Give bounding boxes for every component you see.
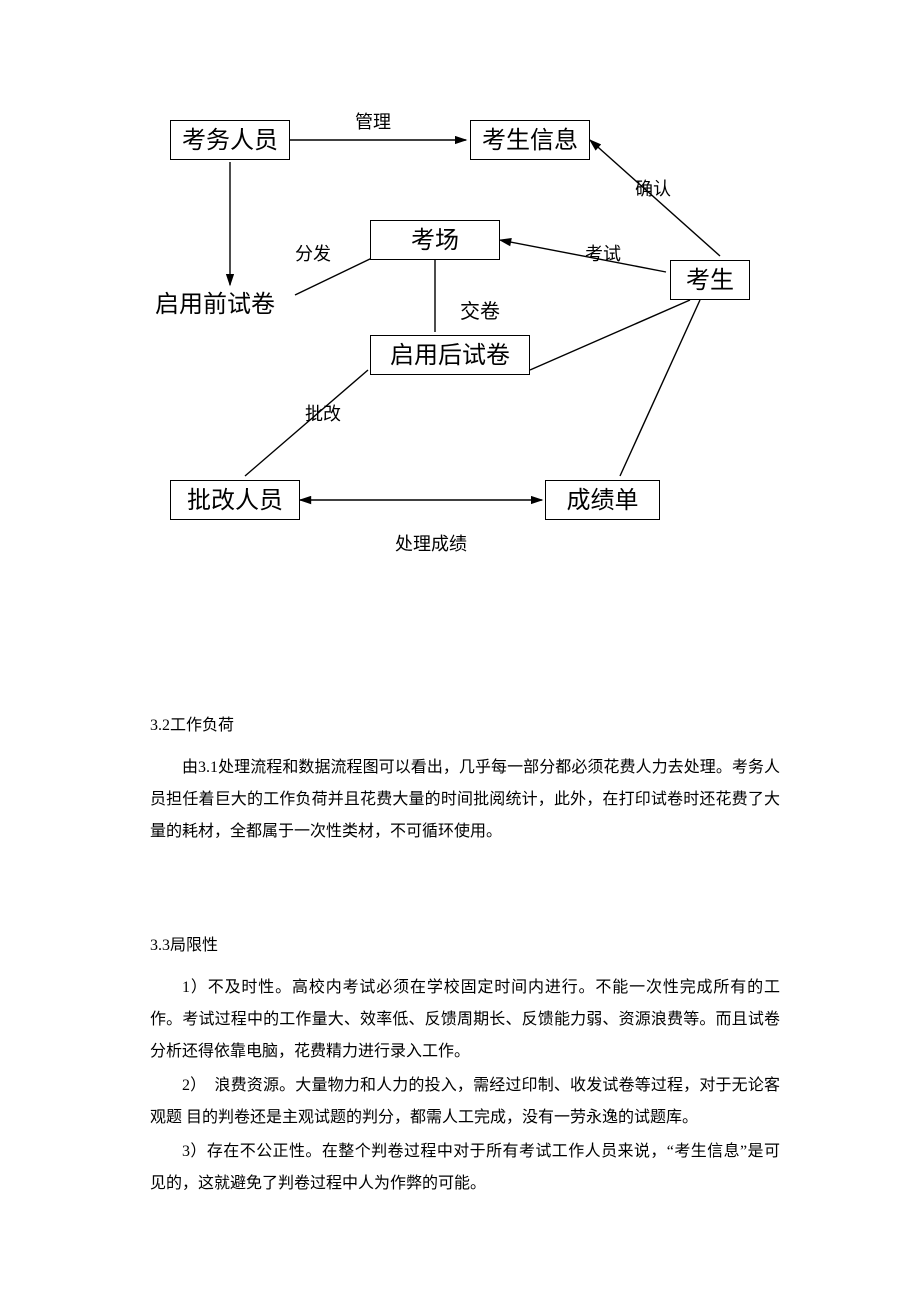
para-3-3-2: 2） 浪费资源。大量物力和人力的投入，需经过印制、收发试卷等过程，对于无论客观题… (150, 1070, 780, 1134)
node-candidate: 考生 (670, 260, 750, 300)
heading-3-3: 3.3局限性 (150, 930, 780, 962)
diagram-lines (0, 0, 920, 550)
node-room: 考场 (370, 220, 500, 260)
edge-label-3: 考试 (585, 240, 621, 266)
para-3-3-3: 3）存在不公正性。在整个判卷过程中对于所有考试工作人员来说，“考生信息”是可见的… (150, 1136, 780, 1200)
edge-label-2: 分发 (295, 240, 331, 266)
edge-label-0: 管理 (355, 108, 391, 134)
page: 考务人员 考生信息考场考生启用前试卷启用后试卷批改人员 成绩单 管理确认分发 考试交卷… (0, 0, 920, 1262)
body-text: 3.2工作负荷 由3.1处理流程和数据流程图可以看出，几乎每一部分都必须花费人力… (0, 550, 920, 1262)
para-3-3-1: 1）不及时性。高校内考试必须在学校固定时间内进行。不能一次性完成所有的工作。考试… (150, 972, 780, 1068)
heading-3-2: 3.2工作负荷 (150, 710, 780, 742)
para-3-2: 由3.1处理流程和数据流程图可以看出，几乎每一部分都必须花费人力去处理。考务人员… (150, 752, 780, 848)
edge-label-4: 交卷 (460, 295, 500, 324)
node-grader: 批改人员 (170, 480, 300, 520)
flowchart-diagram: 考务人员 考生信息考场考生启用前试卷启用后试卷批改人员 成绩单 管理确认分发 考试交卷… (0, 0, 920, 550)
node-cand_info: 考生信息 (470, 120, 590, 160)
node-staff: 考务人员 (170, 120, 290, 160)
node-report: 成绩单 (545, 480, 660, 520)
edge-label-6: 处理成绩 (395, 530, 467, 556)
node-post_paper: 启用后试卷 (370, 335, 530, 375)
node-pre_paper: 启用前试卷 (135, 290, 295, 320)
edge-label-1: 确认 (635, 175, 671, 201)
edge-label-5: 批改 (305, 400, 341, 426)
